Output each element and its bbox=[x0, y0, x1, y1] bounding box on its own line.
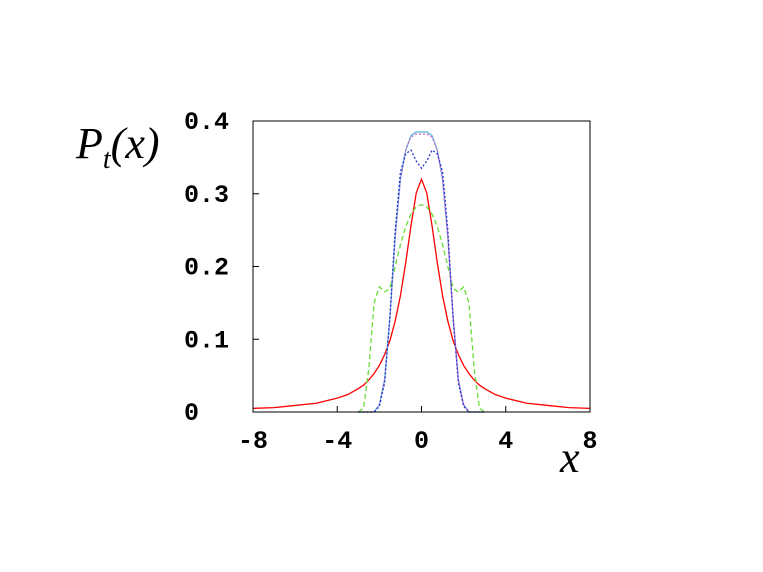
y-tick-label: 0.4 bbox=[184, 108, 229, 137]
y-axis-label: Pt(x) bbox=[75, 119, 160, 175]
series-line bbox=[358, 149, 485, 413]
y-label-main: P bbox=[75, 119, 103, 168]
y-label-sub: t bbox=[103, 144, 112, 175]
y-tick-label: 0.2 bbox=[184, 254, 229, 283]
x-tick-label: 8 bbox=[582, 427, 597, 456]
y-tick-label: 0.1 bbox=[184, 326, 229, 355]
y-tick-label: 0 bbox=[184, 399, 199, 428]
x-tick-label: -8 bbox=[238, 427, 268, 456]
series-line bbox=[358, 133, 485, 413]
x-tick-label: -4 bbox=[322, 427, 352, 456]
series-line bbox=[357, 203, 486, 413]
x-axis-label: x bbox=[559, 433, 580, 482]
series-line bbox=[358, 131, 485, 413]
y-label-arg: (x) bbox=[111, 119, 160, 168]
x-tick-label: 0 bbox=[414, 427, 429, 456]
x-tick-label: 4 bbox=[498, 427, 513, 456]
series-line bbox=[252, 177, 591, 410]
y-tick-label: 0.3 bbox=[184, 181, 229, 210]
plot-frame bbox=[252, 120, 591, 413]
